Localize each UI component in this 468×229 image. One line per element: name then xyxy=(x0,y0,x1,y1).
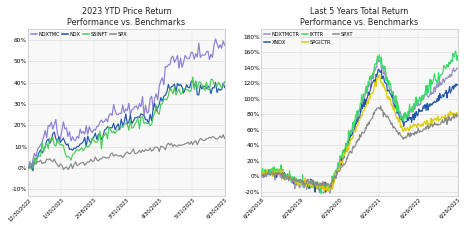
Legend: NDXTMCTR, XNDX, IXTTR, SPGICTR, SPXT: NDXTMCTR, XNDX, IXTTR, SPGICTR, SPXT xyxy=(264,32,353,45)
Title: 2023 YTD Price Return
Performance vs. Benchmarks: 2023 YTD Price Return Performance vs. Be… xyxy=(67,7,186,27)
Title: Last 5 Years Total Return
Performance vs. Benchmarks: Last 5 Years Total Return Performance vs… xyxy=(300,7,418,27)
Legend: NDXTMC, NDX, S5INFT, SPX: NDXTMC, NDX, S5INFT, SPX xyxy=(31,32,127,38)
